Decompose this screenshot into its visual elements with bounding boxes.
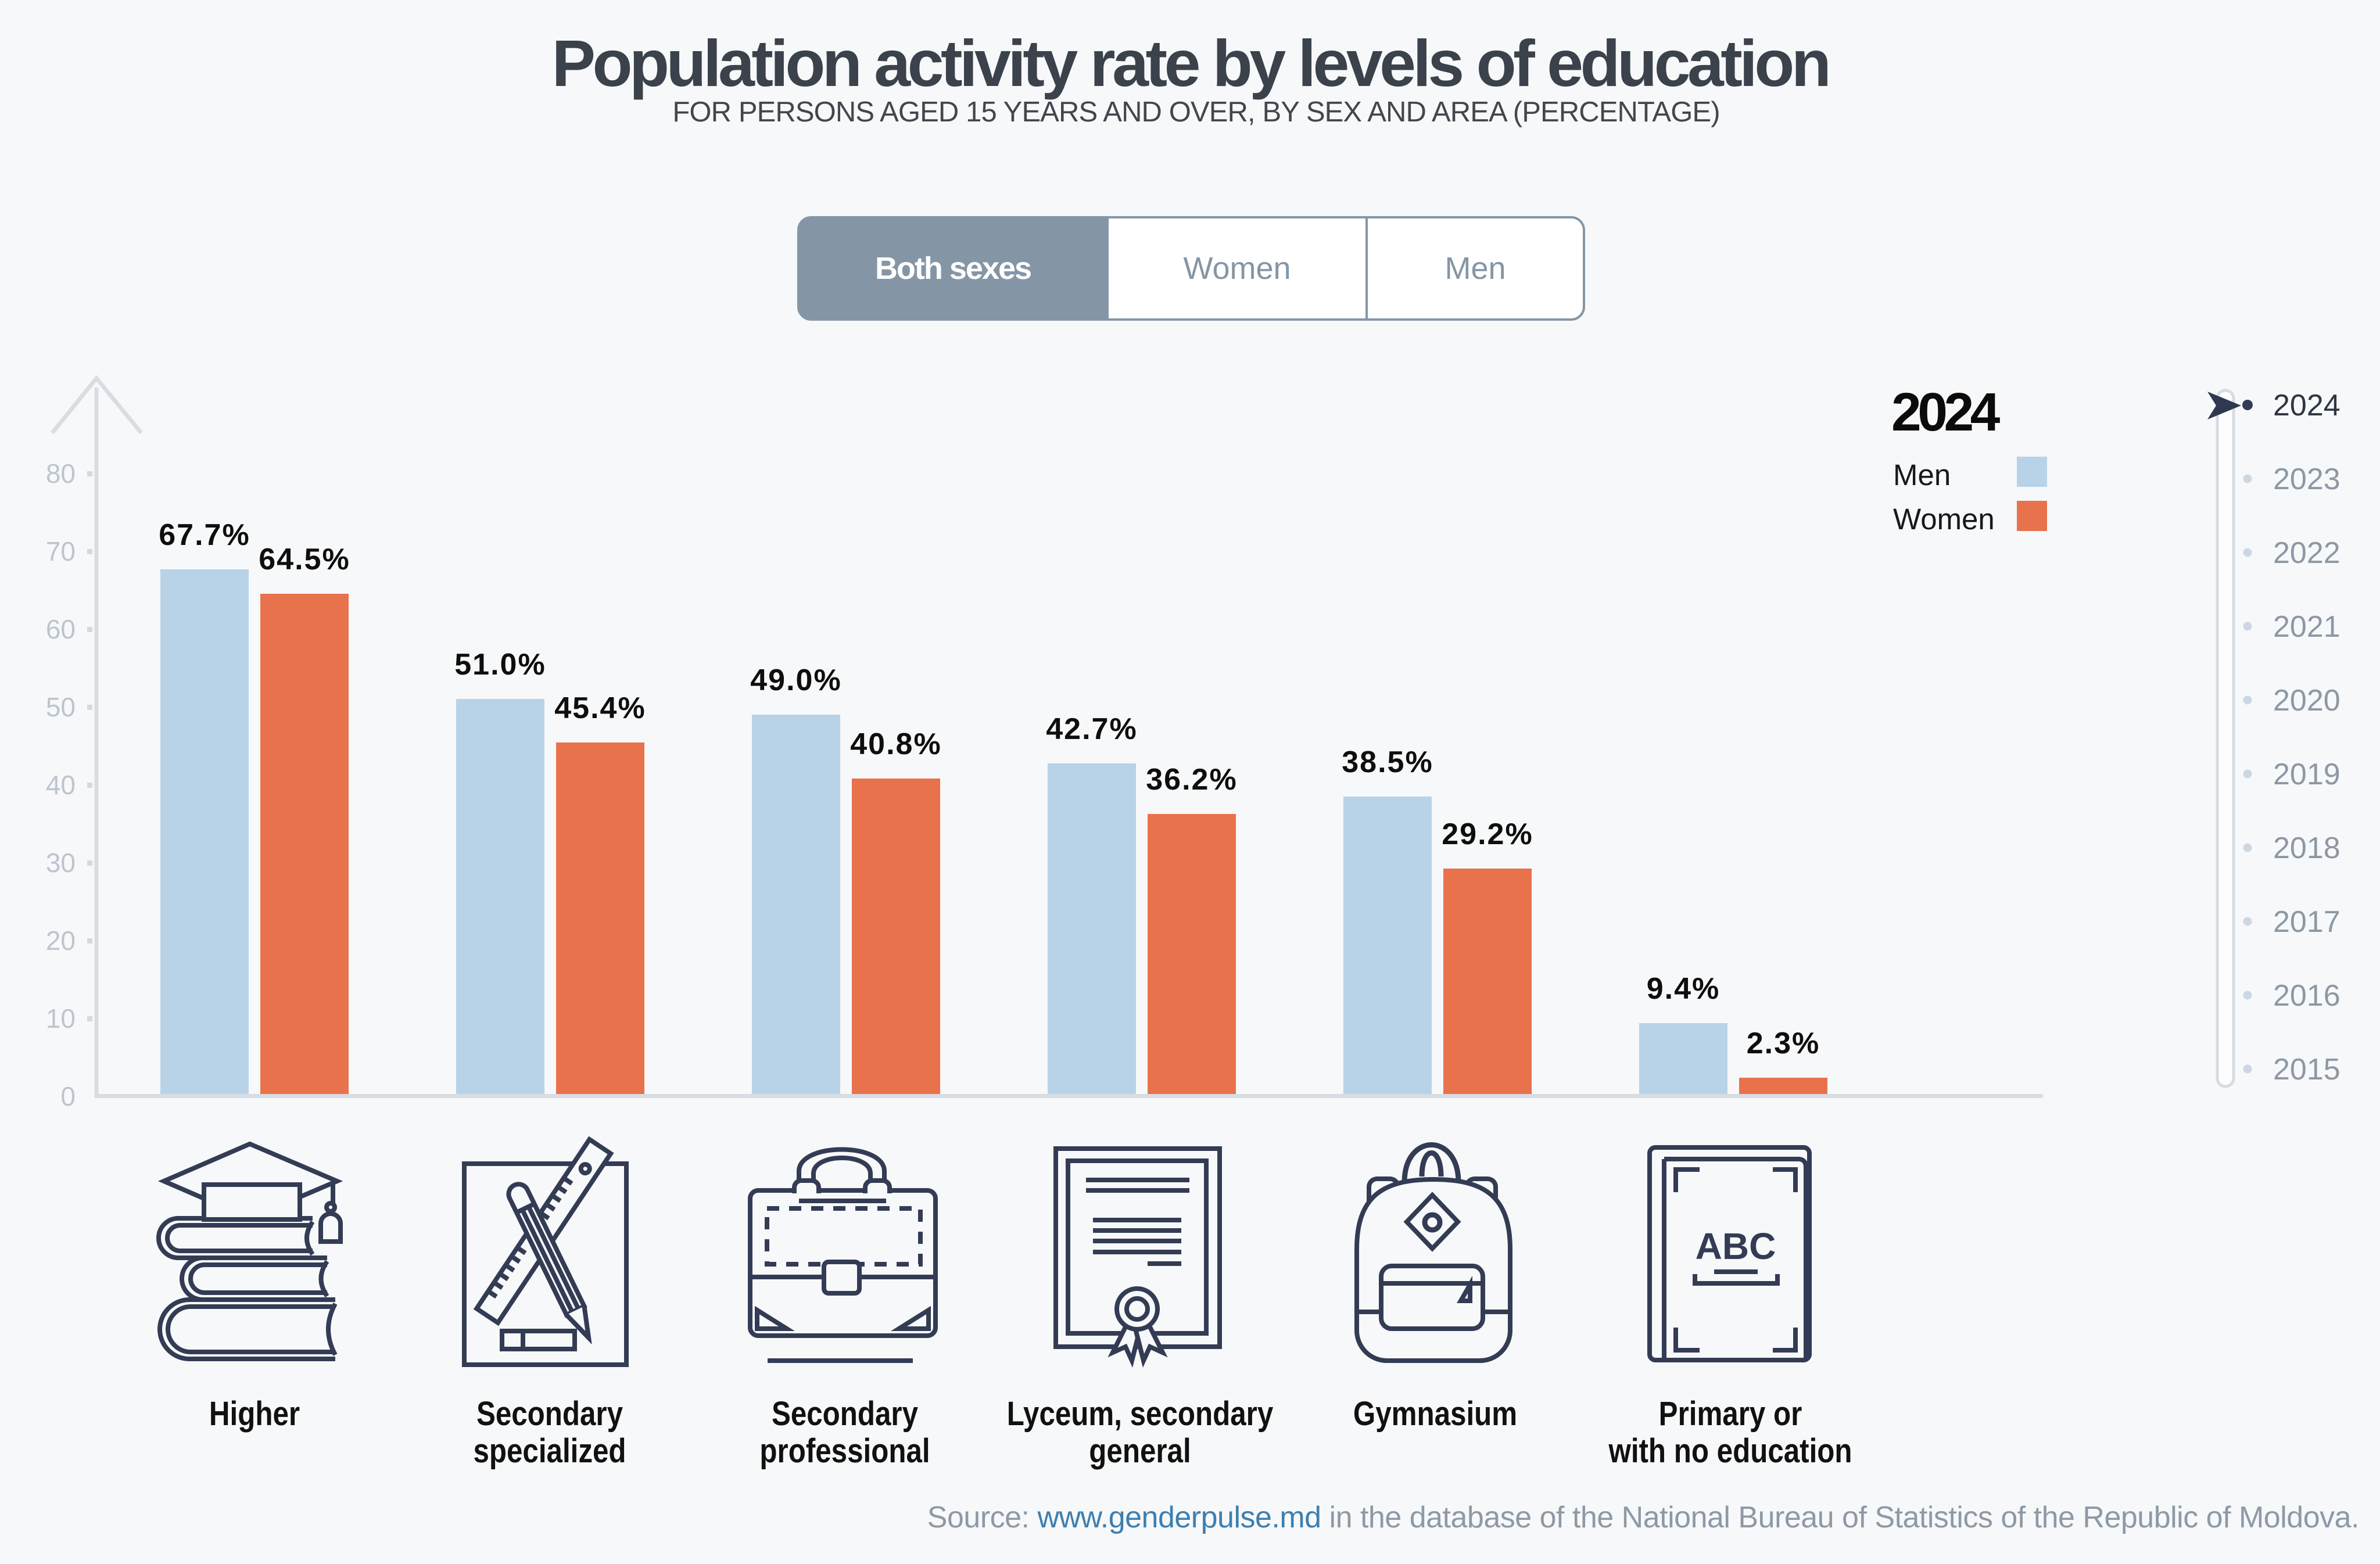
svg-text:ABC: ABC [1696, 1225, 1776, 1267]
